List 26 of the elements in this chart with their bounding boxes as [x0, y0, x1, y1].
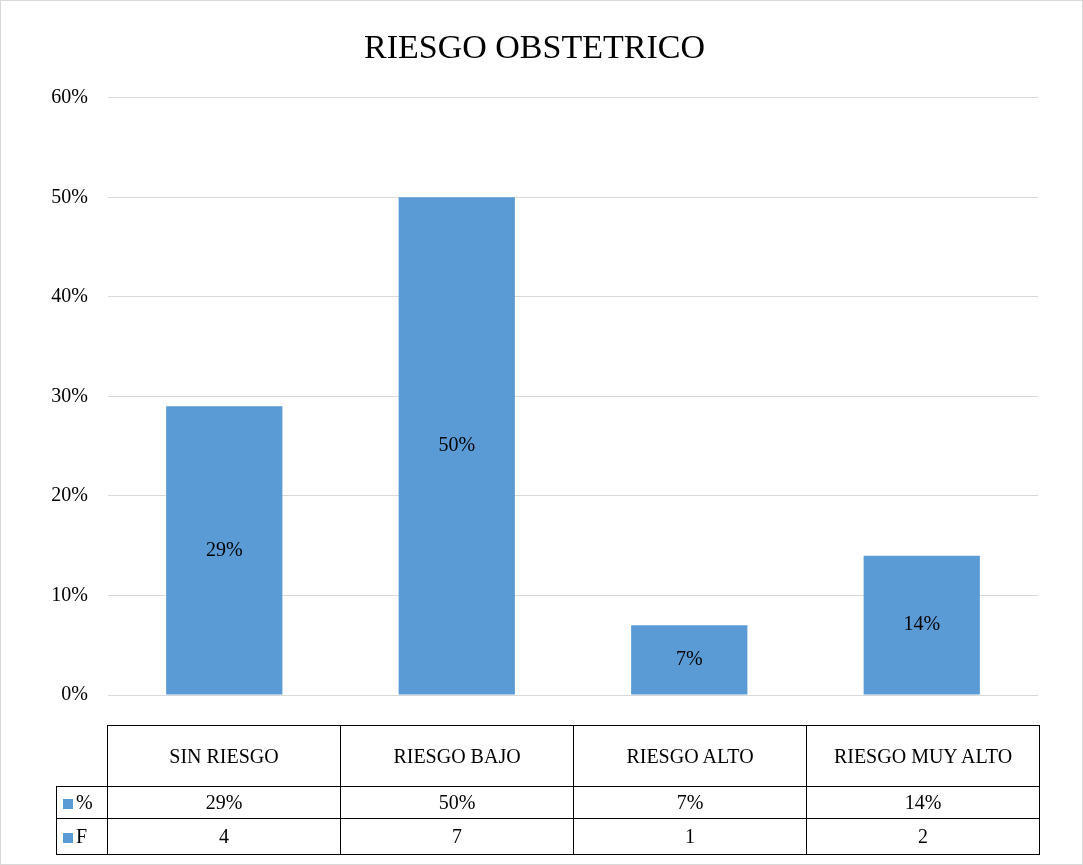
- text: 7: [340, 818, 574, 855]
- chart-title: RIESGO OBSTETRICO: [364, 28, 705, 66]
- x-tick-label: RIESGO BAJO: [340, 725, 574, 787]
- y-tick-label: 50%: [51, 184, 88, 207]
- text: 29%: [205, 537, 243, 560]
- text: 2: [806, 818, 1040, 855]
- text: 14%: [903, 612, 941, 635]
- legend-label: %: [56, 786, 108, 819]
- y-tick-label: 40%: [51, 284, 88, 307]
- text: 1: [573, 818, 807, 855]
- data-label: 50%: [340, 786, 574, 819]
- data-label: 7%: [573, 786, 807, 819]
- text: 7%: [675, 647, 703, 670]
- text: F: [56, 818, 108, 855]
- x-tick-label: RIESGO ALTO: [573, 725, 807, 787]
- y-tick-label: 10%: [51, 582, 88, 605]
- data-label: 14%: [806, 786, 1040, 819]
- data-label: 29%: [107, 786, 341, 819]
- text: 4: [107, 818, 341, 855]
- y-tick-label: 30%: [51, 383, 88, 406]
- y-tick-label: 0%: [61, 682, 88, 705]
- text: 50%: [438, 433, 476, 456]
- x-tick-label: SIN RIESGO: [107, 725, 341, 787]
- y-tick-label: 20%: [51, 483, 88, 506]
- x-tick-label: RIESGO MUY ALTO: [806, 725, 1040, 787]
- y-tick-label: 60%: [51, 85, 88, 108]
